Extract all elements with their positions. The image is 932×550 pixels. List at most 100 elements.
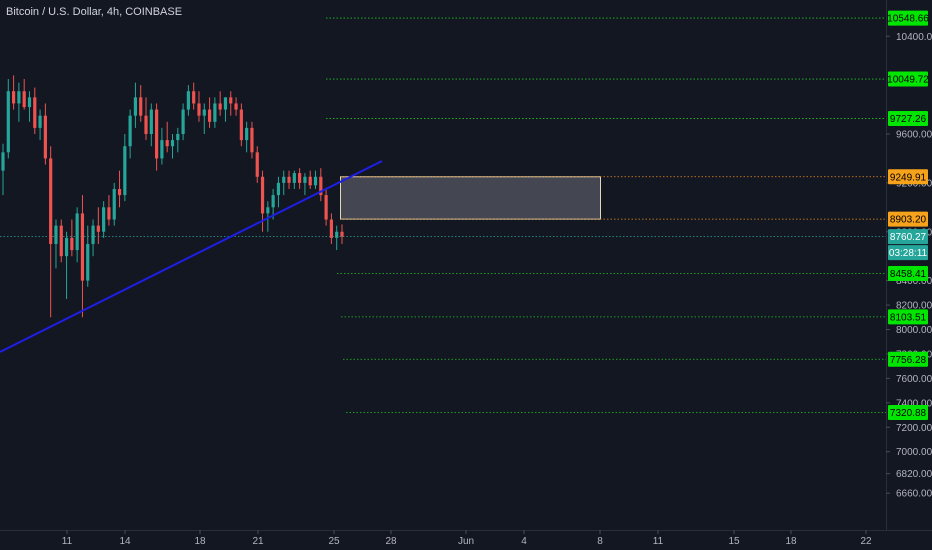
x-tick-label: 21: [252, 536, 264, 547]
candle-body: [335, 231, 339, 238]
level-badge: 10049.72: [887, 75, 929, 86]
x-tick-label: 15: [728, 536, 740, 547]
level-badge-bg: [888, 110, 928, 126]
candle-body: [298, 173, 302, 183]
candle-body: [192, 91, 196, 104]
candle-body: [117, 188, 122, 196]
candle-body: [308, 176, 312, 186]
x-tick-label: 28: [385, 536, 397, 547]
level-badge: 10548.66: [887, 14, 929, 25]
y-tick-label: 8400.00: [896, 276, 932, 287]
zone-level-badge: 9249.91: [890, 172, 927, 183]
candle-body: [239, 109, 243, 141]
candle-body: [96, 225, 100, 232]
level-badge-bg: [888, 404, 928, 420]
candle-body: [128, 115, 132, 147]
level-badge: 7320.88: [890, 408, 927, 419]
candle-body: [229, 97, 233, 104]
y-tick-label: 6660.00: [896, 489, 932, 500]
supply-zone-rect[interactable]: [340, 176, 601, 220]
candle-body: [292, 173, 296, 183]
y-tick-label: 7600.00: [896, 374, 932, 385]
zone-level-badge-bg: [888, 211, 928, 227]
current-price-badge: 8760.27: [890, 232, 927, 243]
x-tick-label: Jun: [458, 536, 474, 547]
level-badge: 8103.51: [890, 312, 927, 323]
candle-body: [245, 127, 249, 141]
x-tick-label: 18: [194, 536, 206, 547]
y-tick-label: 6820.00: [896, 469, 932, 480]
candle-body: [329, 219, 334, 238]
x-tick-label: 18: [785, 536, 797, 547]
y-tick-label: 9600.00: [896, 130, 932, 141]
candle-body: [340, 231, 344, 237]
candle-body: [271, 195, 275, 208]
candle-body: [33, 97, 37, 128]
candle-body: [324, 195, 328, 220]
candle-body: [223, 97, 228, 110]
candle-body: [202, 109, 206, 116]
candle-body: [6, 91, 10, 153]
candle-body: [181, 109, 185, 134]
candle-body: [123, 146, 127, 196]
candle-body: [107, 207, 111, 220]
candle-body: [86, 243, 90, 281]
candle-body: [155, 109, 159, 159]
x-tick-label: 14: [119, 536, 131, 547]
candle-body: [22, 91, 26, 108]
candle-body: [17, 91, 21, 104]
level-badge-bg: [888, 71, 928, 87]
candle-body: [91, 225, 95, 244]
candle-body: [59, 225, 63, 257]
level-badge-bg: [888, 351, 928, 367]
level-badge-bg: [888, 309, 928, 325]
candle-body: [170, 140, 175, 147]
candle-body: [139, 97, 143, 116]
candle-body: [11, 91, 16, 104]
y-tick-label: 8200.00: [896, 301, 932, 312]
candle-body: [112, 188, 116, 220]
candle-body: [38, 115, 42, 128]
zone-level-badge-bg: [888, 169, 928, 185]
candle-body: [260, 176, 265, 214]
candle-body: [27, 97, 32, 108]
candle-body: [319, 176, 323, 196]
candle-body: [149, 109, 153, 134]
candle-body: [186, 91, 190, 110]
candle-body: [64, 237, 69, 257]
candle-body: [70, 237, 74, 251]
x-tick-label: 11: [62, 536, 73, 547]
current-price-badge-bg: [888, 229, 928, 245]
candle-body: [160, 140, 164, 159]
candle-body: [218, 103, 222, 110]
countdown-badge-bg: [888, 245, 928, 261]
candle-body: [1, 152, 5, 171]
candle-body: [49, 158, 53, 244]
chart-title: Bitcoin / U.S. Dollar, 4h, COINBASE: [6, 6, 183, 18]
candle-body: [266, 207, 270, 214]
candle-body: [102, 207, 106, 232]
level-badge: 8458.41: [890, 269, 927, 280]
trendline[interactable]: [0, 160, 383, 353]
x-tick-label: 25: [328, 536, 340, 547]
y-tick-label: 7400.00: [896, 398, 932, 409]
candle-body: [303, 176, 307, 183]
y-tick-label: 8000.00: [896, 325, 932, 336]
candle-body: [133, 97, 138, 116]
candle-body: [276, 182, 281, 196]
x-tick-label: 4: [521, 536, 527, 547]
candle-body: [282, 176, 286, 183]
candle-body: [250, 127, 254, 153]
y-tick-label: 7000.00: [896, 447, 932, 458]
candle-body: [213, 103, 217, 122]
level-badge-bg: [888, 10, 928, 26]
x-tick-label: 8: [597, 536, 603, 547]
y-tick-label: 7200.00: [896, 423, 932, 434]
x-tick-label: 22: [860, 536, 872, 547]
candle-body: [80, 213, 85, 281]
level-badge: 9727.26: [890, 114, 927, 125]
candle-body: [144, 115, 148, 134]
countdown-badge: 03:28:11: [889, 248, 928, 259]
candle-body: [313, 176, 318, 186]
